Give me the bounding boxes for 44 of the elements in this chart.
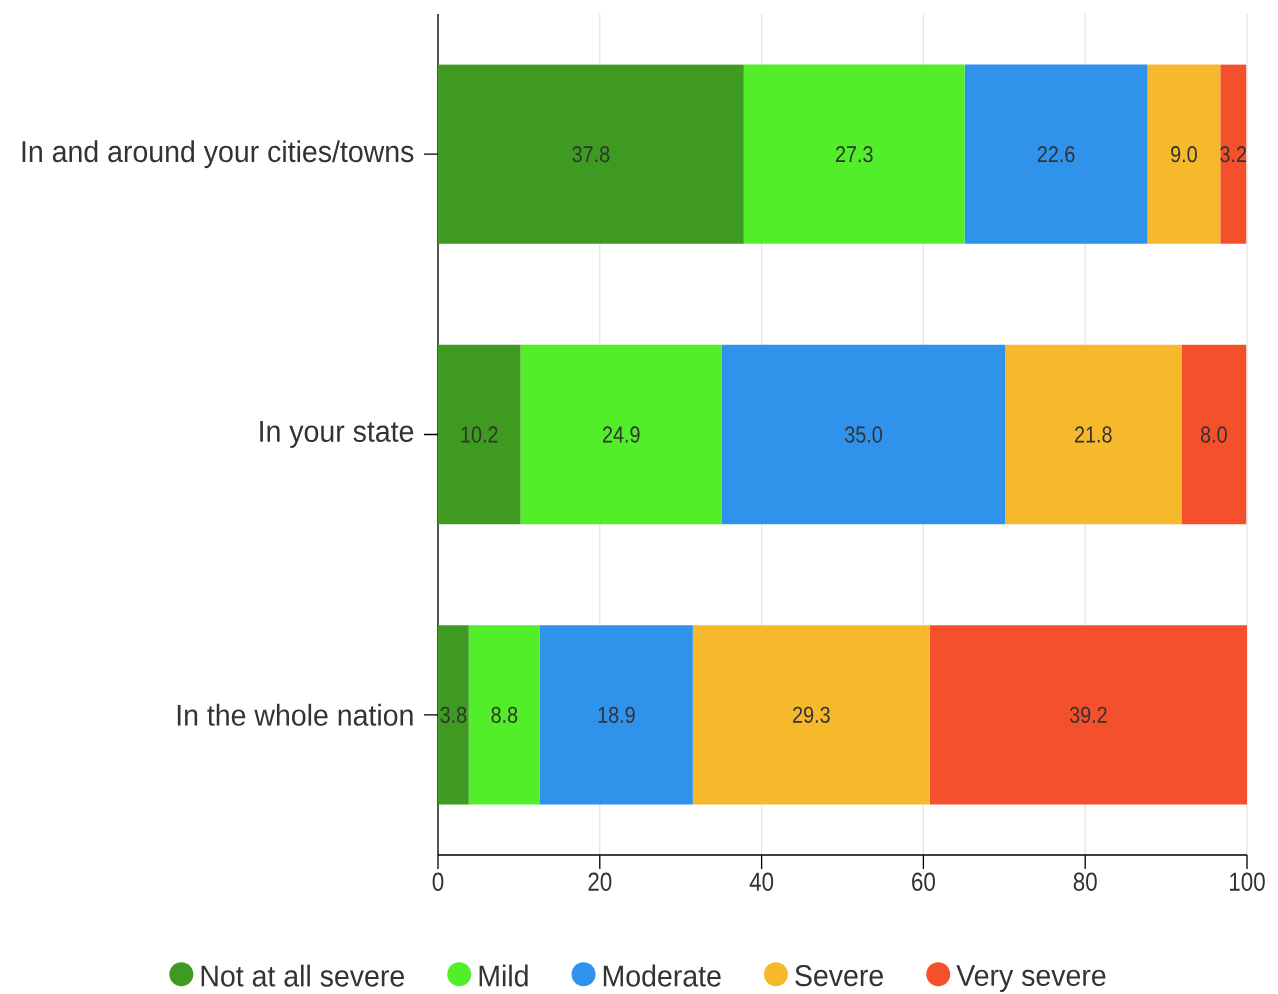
x-tick-label: 80: [1073, 872, 1097, 891]
x-tick-label: 100: [1230, 872, 1265, 891]
bar: [438, 344, 521, 525]
data-label: 24.9: [602, 426, 640, 443]
bar: [743, 64, 965, 244]
data-label: 37.8: [572, 146, 610, 163]
bar: [438, 625, 469, 805]
data-label: 3.8: [440, 706, 467, 723]
legend-label: Severe: [795, 964, 883, 987]
data-label: 8.0: [1200, 426, 1227, 443]
data-label: 35.0: [845, 426, 883, 443]
bar: [1181, 344, 1247, 525]
x-tick-label: 40: [749, 872, 774, 891]
legend-label: Very severe: [956, 965, 1106, 993]
data-label: 22.6: [1037, 146, 1075, 163]
x-tick-label: 60: [912, 872, 935, 891]
data-label: 27.3: [835, 146, 873, 163]
legend-label: Not at all severe: [201, 964, 404, 987]
bar: [438, 64, 744, 244]
y-tick-label: In your state: [260, 421, 414, 448]
data-label: 21.8: [1075, 426, 1112, 443]
data-label: 9.0: [1171, 146, 1197, 163]
legend-label: Mild: [479, 964, 528, 987]
data-label: 10.2: [461, 426, 498, 443]
y-tick-label: In the whole nation: [177, 703, 413, 726]
bar: [929, 625, 1248, 805]
bar: [692, 625, 930, 805]
bar: [468, 625, 540, 805]
x-tick-label: 20: [588, 872, 612, 891]
legend-label: Moderate: [603, 964, 721, 987]
bar: [1005, 344, 1182, 525]
bar: [520, 344, 722, 525]
bar: [1147, 64, 1221, 244]
y-tick-label: In and around your cities/towns: [22, 140, 414, 169]
bar: [1220, 64, 1247, 244]
data-label: 29.3: [793, 706, 830, 723]
bar: [539, 625, 693, 805]
x-tick-label: 0: [432, 872, 444, 891]
data-label: 39.2: [1069, 706, 1107, 723]
data-label: 3.2: [1220, 146, 1247, 163]
data-label: 8.8: [491, 706, 518, 723]
bar: [964, 64, 1148, 244]
data-label: 18.9: [598, 706, 635, 723]
bar: [721, 344, 1006, 525]
